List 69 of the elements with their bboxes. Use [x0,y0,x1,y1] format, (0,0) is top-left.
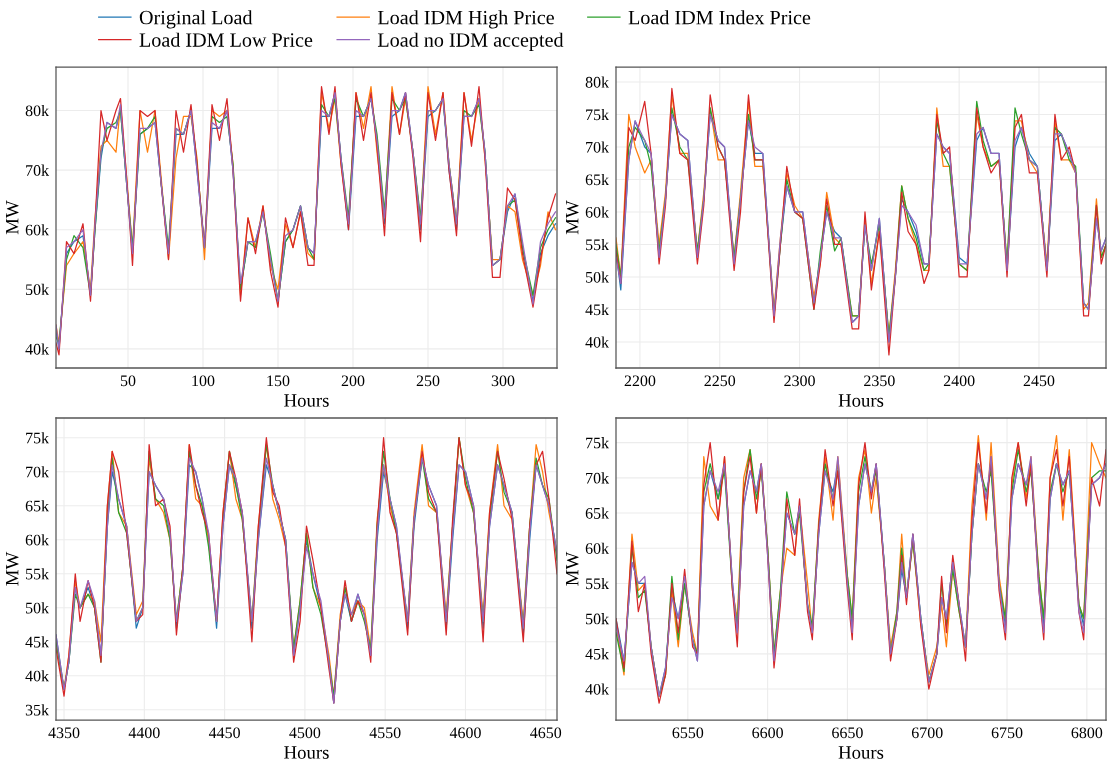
y-tick-label: 70k [586,141,610,153]
y-axis-title: MW [6,200,19,235]
x-tick-label: 2200 [624,375,656,387]
x-tick-label: 2350 [864,375,895,387]
x-axis-title: Hours [284,394,329,407]
y-tick-label: 45k [585,303,610,316]
x-tick-label: 200 [341,375,365,387]
x-tick-label: 100 [192,375,215,387]
x-tick-label: 2250 [704,375,736,387]
y-tick-label: 60k [25,534,50,546]
y-tick-label: 60k [585,542,610,554]
y-tick-label: 70k [586,472,610,484]
x-tick-label: 6800 [1071,727,1103,739]
x-tick-label: 2300 [784,375,815,387]
y-axis-title: MW [6,551,19,586]
y-tick-label: 65k [25,500,50,512]
y-tick-label: 35k [25,704,50,716]
y-tick-label: 65k [585,173,610,186]
x-axis-title: Hours [838,746,884,759]
y-tick-label: 80k [25,104,50,117]
legend-label: Load no IDM accepted [377,32,564,51]
y-tick-label: 65k [585,507,610,519]
y-tick-label: 40k [585,683,610,695]
y-tick-label: 45k [25,636,50,648]
x-tick-label: 6650 [832,727,863,739]
legend-label: Load IDM High Price [377,10,554,29]
y-tick-label: 45k [585,648,610,660]
x-tick-label: 4550 [369,727,401,739]
y-tick-label: 55k [26,568,50,580]
y-tick-label: 50k [586,271,610,283]
y-tick-label: 75k [586,437,610,449]
y-tick-label: 75k [26,432,50,444]
y-tick-label: 55k [586,238,610,251]
x-tick-label: 50 [120,375,136,387]
x-tick-label: 4650 [530,727,562,739]
y-tick-label: 70k [26,466,50,478]
x-tick-label: 250 [416,375,440,387]
x-axis-title: Hours [284,746,329,759]
y-tick-label: 40k [585,336,610,348]
legend-label: Load IDM Low Price [139,32,313,47]
x-tick-label: 150 [267,375,290,387]
x-tick-label: 6750 [991,727,1023,739]
y-tick-label: 55k [586,577,610,590]
y-tick-label: 80k [585,76,610,88]
x-tick-label: 4500 [289,727,321,739]
y-tick-label: 75k [586,108,610,121]
x-tick-label: 6550 [672,727,704,739]
y-tick-label: 70k [26,164,50,176]
legend-label: Original Load [139,10,253,29]
legend-label: Load IDM Index Price [628,10,811,25]
y-tick-label: 50k [26,602,50,614]
x-tick-label: 300 [491,375,515,387]
y-tick-label: 60k [585,206,610,218]
x-tick-label: 6700 [911,727,943,739]
y-tick-label: 60k [25,224,50,236]
x-tick-label: 2450 [1023,375,1055,387]
x-tick-label: 6600 [752,727,783,739]
y-tick-label: 40k [25,670,50,682]
y-axis-title: MW [566,551,579,586]
y-tick-label: 50k [586,613,610,625]
x-tick-label: 4600 [449,727,481,739]
y-axis-title: MW [566,200,579,235]
x-tick-label: 4450 [208,727,240,739]
x-tick-label: 4400 [128,727,160,739]
y-tick-label: 40k [25,343,50,355]
x-tick-label: 4350 [48,727,80,739]
x-axis-title: Hours [838,394,884,407]
y-tick-label: 50k [26,283,50,296]
x-tick-label: 2400 [943,375,975,387]
